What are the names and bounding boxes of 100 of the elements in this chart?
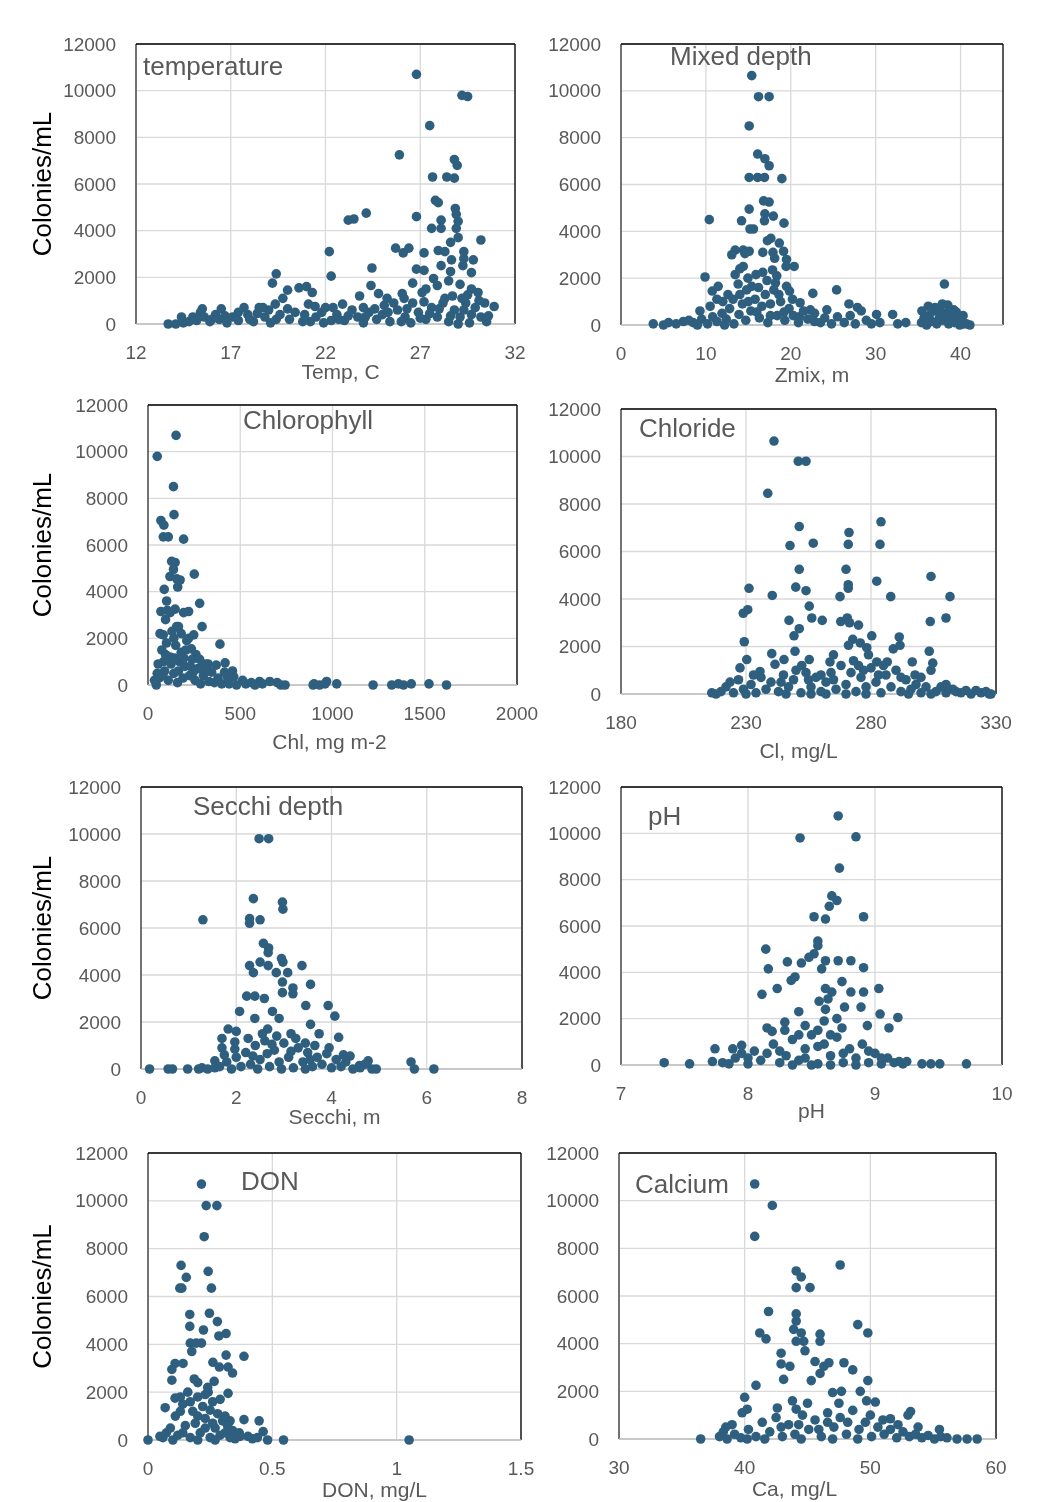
y-tick-label: 8000: [78, 870, 121, 892]
x-axis-title: Secchi, m: [288, 1105, 381, 1128]
x-tick-label: 1: [391, 1458, 402, 1479]
y-tick-label: 4000: [558, 588, 601, 610]
x-tick-label: 280: [855, 712, 887, 733]
x-tick-label: 330: [980, 712, 1012, 733]
y-tick-label: 12000: [548, 398, 601, 420]
x-tick-label: 12: [125, 342, 147, 363]
y-tick-label: 4000: [558, 220, 601, 242]
y-tick-label: 6000: [85, 1286, 128, 1308]
y-tick-label: 10000: [63, 80, 116, 102]
y-tick-label: 0: [590, 314, 601, 336]
y-tick-label: 0: [117, 674, 128, 696]
y-tick-label: 10000: [546, 1190, 599, 1212]
y-tick-label: 6000: [558, 915, 601, 937]
y-tick-label: 6000: [73, 173, 116, 195]
y-tick-label: 0: [105, 313, 116, 335]
x-tick-label: 0: [142, 1458, 154, 1479]
x-tick-label: 230: [730, 712, 762, 733]
y-axis-title: Colonies/mL: [27, 111, 58, 257]
y-tick-label: 8000: [556, 1237, 599, 1259]
x-tick-label: 9: [869, 1083, 881, 1104]
y-tick-label: 8000: [85, 1238, 128, 1260]
x-axis-title: DON, mg/L: [321, 1478, 428, 1501]
x-tick-label: 60: [985, 1457, 1007, 1478]
y-tick-label: 8000: [85, 487, 128, 509]
y-tick-label: 8000: [558, 493, 601, 515]
x-axis-title: Temp, C: [301, 360, 380, 383]
y-tick-label: 4000: [73, 220, 116, 242]
x-tick-label: 0.5: [259, 1458, 286, 1479]
y-tick-label: 2000: [73, 266, 116, 288]
x-tick-label: 180: [605, 712, 637, 733]
x-tick-label: 6: [421, 1087, 433, 1108]
y-tick-label: 6000: [558, 174, 601, 196]
x-tick-label: 4: [326, 1087, 338, 1108]
y-tick-label: 0: [590, 1054, 601, 1076]
y-tick-label: 12000: [68, 776, 121, 798]
y-tick-label: 6000: [78, 917, 121, 939]
y-tick-label: 4000: [85, 581, 128, 603]
y-tick-label: 6000: [556, 1285, 599, 1307]
x-axis-title: Cl, mg/L: [759, 739, 838, 762]
text: pH: [648, 801, 682, 831]
y-tick-label: 0: [110, 1058, 121, 1080]
x-tick-label: 8: [516, 1087, 528, 1108]
y-axis-title: Colonies/mL: [27, 472, 58, 618]
x-tick-label: 10: [695, 343, 717, 364]
y-tick-label: 2000: [85, 627, 128, 649]
chart-title: Chloride: [639, 413, 736, 443]
y-tick-label: 2000: [558, 1008, 601, 1030]
x-tick-label: 27: [409, 342, 431, 363]
x-tick-label: 30: [608, 1457, 630, 1478]
y-tick-label: 2000: [78, 1011, 121, 1033]
x-tick-label: 22: [314, 342, 337, 363]
x-tick-label: 10: [991, 1083, 1013, 1104]
y-tick-label: 4000: [85, 1333, 128, 1355]
x-tick-label: 50: [859, 1457, 881, 1478]
text: Calcium: [635, 1169, 729, 1199]
y-tick-label: 10000: [548, 80, 601, 102]
y-tick-label: 4000: [556, 1333, 599, 1355]
y-tick-label: 0: [590, 683, 601, 705]
x-axis-title: pH: [798, 1099, 825, 1122]
y-axis-title: Colonies/mL: [27, 1224, 58, 1369]
x-tick-label: 20: [780, 343, 802, 364]
x-tick-label: 0: [135, 1087, 147, 1108]
y-tick-label: 2000: [556, 1380, 599, 1402]
y-tick-label: 8000: [73, 126, 116, 148]
y-tick-label: 12000: [75, 1142, 128, 1164]
y-tick-label: 10000: [548, 446, 601, 468]
y-tick-label: 12000: [548, 776, 601, 798]
x-tick-label: 32: [504, 342, 526, 363]
chart-title: temperature: [143, 51, 284, 81]
x-tick-label: 7: [615, 1083, 627, 1104]
y-tick-label: 12000: [75, 394, 128, 416]
x-axis-title: Chl, mg m-2: [272, 730, 387, 753]
x-tick-label: 17: [220, 342, 242, 363]
y-tick-label: 10000: [548, 822, 601, 844]
chart-title: Mixed depth: [670, 41, 812, 71]
y-tick-label: 12000: [548, 33, 601, 55]
x-tick-label: 8: [742, 1083, 754, 1104]
y-tick-label: 0: [588, 1428, 599, 1450]
y-tick-label: 6000: [558, 541, 601, 563]
chart-title: Secchi depth: [193, 791, 344, 821]
y-tick-label: 10000: [68, 823, 121, 845]
x-tick-label: 2000: [495, 703, 539, 724]
y-axis-title: Colonies/mL: [27, 855, 58, 1001]
x-tick-label: 1.5: [507, 1458, 535, 1479]
y-tick-label: 8000: [558, 127, 601, 149]
text: DON: [241, 1166, 299, 1196]
y-tick-label: 12000: [546, 1142, 599, 1164]
x-axis-title: Ca, mg/L: [751, 1477, 838, 1500]
x-axis-title: Zmix, m: [774, 363, 850, 386]
y-tick-label: 0: [117, 1429, 128, 1451]
y-tick-label: 10000: [75, 441, 128, 463]
chart-title: Chlorophyll: [243, 405, 374, 435]
x-tick-label: 2: [230, 1087, 242, 1108]
y-tick-label: 12000: [63, 33, 116, 55]
x-tick-label: 500: [224, 703, 257, 724]
y-tick-label: 2000: [558, 636, 601, 658]
x-tick-label: 1500: [403, 703, 446, 724]
y-tick-label: 2000: [558, 267, 601, 289]
